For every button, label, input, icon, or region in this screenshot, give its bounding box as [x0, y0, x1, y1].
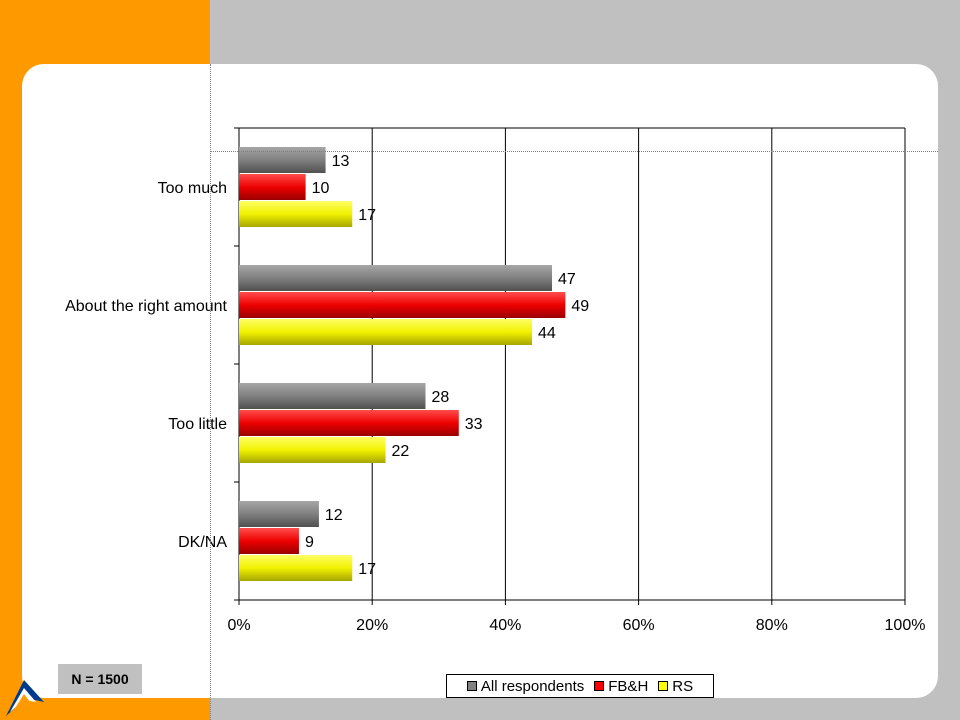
bar-1: [239, 410, 459, 436]
category-label: About the right amount: [65, 298, 227, 315]
data-label: 17: [358, 207, 376, 224]
data-label: 44: [538, 325, 556, 342]
guide-line-horizontal: [210, 151, 938, 152]
bar-2: [239, 555, 353, 581]
data-label: 13: [332, 153, 350, 170]
data-label: 28: [431, 389, 449, 406]
bar-0: [239, 383, 426, 409]
slide-panel: [22, 64, 938, 698]
bar-2: [239, 319, 533, 345]
legend-swatch-all-respondents: [466, 681, 477, 691]
x-tick-label: 60%: [623, 617, 655, 634]
x-tick-label: 40%: [489, 617, 521, 634]
legend-item-fbh: FB&H: [594, 678, 648, 695]
x-tick-label: 80%: [756, 617, 788, 634]
bar-0: [239, 501, 319, 527]
legend-swatch-fbh: [594, 681, 605, 691]
bar-1: [239, 174, 306, 200]
x-tick-label: 100%: [885, 617, 926, 634]
sample-size-label: N = 1500: [58, 664, 142, 694]
legend-label-all-respondents: All respondents: [480, 677, 585, 695]
bar-1: [239, 528, 299, 554]
bar-1: [239, 292, 566, 318]
category-label: Too little: [168, 416, 227, 433]
legend-item-all-respondents: All respondents: [466, 677, 585, 695]
data-label: 47: [558, 271, 576, 288]
bar-2: [239, 437, 386, 463]
x-tick-label: 20%: [356, 617, 388, 634]
data-label: 17: [358, 561, 376, 578]
x-tick-label: 0%: [227, 617, 250, 634]
logo-icon: [6, 680, 44, 716]
legend-swatch-rs: [658, 681, 669, 691]
category-label: DK/NA: [178, 534, 227, 551]
bar-2: [239, 201, 353, 227]
data-label: 22: [392, 443, 410, 460]
category-label: Too much: [158, 180, 227, 197]
data-label: 33: [465, 416, 483, 433]
chart-legend: All respondents FB&H RS: [446, 674, 714, 698]
data-label: 12: [325, 507, 343, 524]
legend-item-rs: RS: [658, 678, 693, 695]
data-label: 10: [312, 180, 330, 197]
data-label: 49: [571, 298, 589, 315]
data-label: 9: [305, 534, 314, 551]
legend-label-rs: RS: [672, 677, 694, 695]
legend-label-fbh: FB&H: [608, 677, 649, 695]
guide-line-vertical: [210, 64, 211, 720]
bar-0: [239, 265, 553, 291]
